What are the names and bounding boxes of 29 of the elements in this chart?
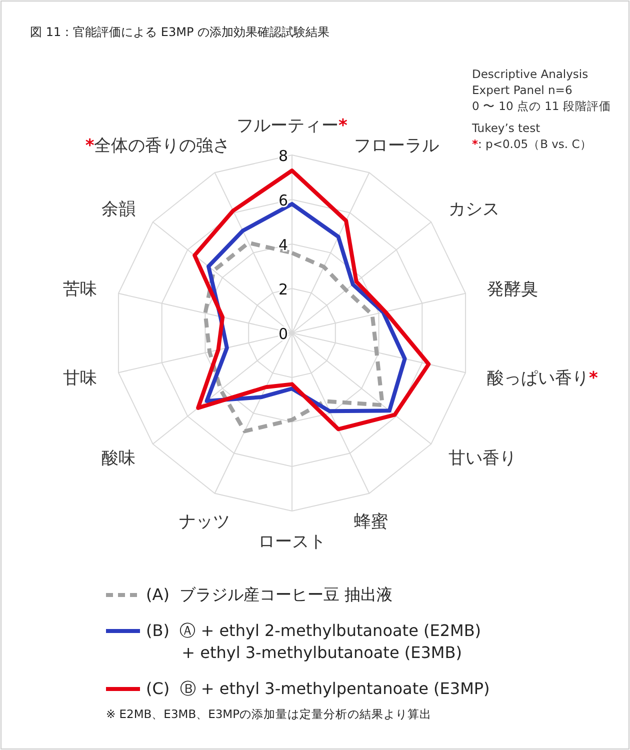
text: Descriptive Analysis [472,67,588,81]
spoke-label: カシス [448,199,500,220]
spoke-label: 酸っぱい香り* [486,368,598,389]
text: Expert Panel n=6 [472,83,572,97]
text: ※ E2MB、E3MB、E3MPの添加量は定量分析の結果より算出 [106,707,432,721]
spoke-label: 甘味 [63,368,98,389]
spoke-label: *全体の香りの強さ [85,136,230,156]
y-tick-label: 8 [278,147,288,165]
text: *: p<0.05（B vs. C） [472,137,592,151]
spoke-label: 甘い香り [448,448,516,469]
chart-title: 図 11：官能評価による E3MP の添加効果確認試験結果 [30,25,330,39]
text: 0 〜 10 点の 11 段階評価 [472,99,611,113]
spoke-label: フローラル [354,136,439,156]
y-tick-label: 4 [278,236,288,254]
spoke-label: 余韻 [102,199,136,220]
spoke-label: フルーティー* [236,116,348,136]
spoke-label: 蜂蜜 [354,512,388,532]
spoke-label: 酸味 [102,448,136,469]
legend-label: (C) Ⓑ + ethyl 3-methylpentanoate (E3MP) [146,679,490,698]
text: Tukey’s test [471,121,541,135]
y-tick-label: 2 [278,280,288,298]
legend-label: (B) Ⓐ + ethyl 2-methylbutanoate (E2MB) + ethyl 3-methylbutanoate (E3MB) [146,621,482,662]
spoke-label: ロースト [258,532,326,552]
legend-label: (A) ブラジル産コーヒー豆 抽出液 [146,585,393,604]
spoke-label: 発酵臭 [486,279,538,300]
spoke-label: ナッツ [179,512,230,532]
spoke-label: 苦味 [63,279,98,300]
y-tick-label: 0 [278,325,288,343]
y-tick-label: 6 [278,192,288,210]
